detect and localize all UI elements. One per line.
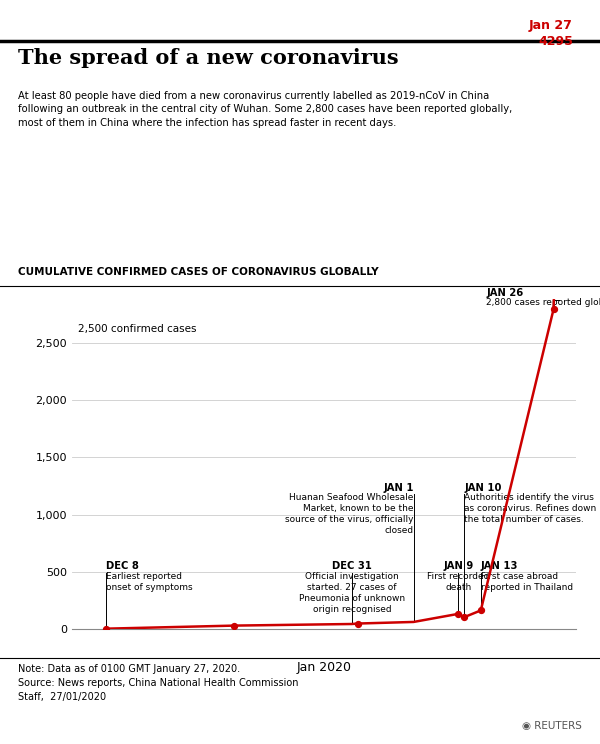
Text: DEC 31: DEC 31 — [332, 562, 372, 571]
Text: Official investigation
started. 27 cases of
Pneumonia of unknown
origin recognis: Official investigation started. 27 cases… — [299, 571, 405, 614]
Text: Note: Data as of 0100 GMT January 27, 2020.
Source: News reports, China National: Note: Data as of 0100 GMT January 27, 20… — [18, 664, 299, 702]
Point — [476, 604, 485, 616]
Text: Earliest reported
onset of symptoms: Earliest reported onset of symptoms — [106, 571, 192, 591]
Text: First recorded
death: First recorded death — [427, 571, 490, 591]
Text: 4295: 4295 — [538, 35, 573, 48]
Point — [353, 618, 362, 629]
Text: JAN 9: JAN 9 — [443, 562, 473, 571]
Text: JAN 13: JAN 13 — [481, 562, 518, 571]
Text: Huanan Seafood Wholesale
Market, known to be the
source of the virus, officially: Huanan Seafood Wholesale Market, known t… — [285, 493, 413, 535]
Text: JAN 26: JAN 26 — [487, 288, 524, 298]
Text: First case abroad
reported in Thailand: First case abroad reported in Thailand — [481, 571, 573, 591]
Text: 2,800 cases reported globally: 2,800 cases reported globally — [487, 298, 600, 307]
Text: JAN 1: JAN 1 — [383, 483, 413, 493]
Text: JAN 10: JAN 10 — [464, 483, 502, 493]
Text: DEC 8: DEC 8 — [106, 562, 139, 571]
Text: The spread of a new coronavirus: The spread of a new coronavirus — [18, 48, 398, 68]
Point — [454, 608, 463, 620]
Point — [101, 623, 110, 635]
Text: Jan 2020: Jan 2020 — [296, 661, 352, 673]
Text: Authorities identify the virus
as coronavirus. Refines down
the total number of : Authorities identify the virus as corona… — [464, 493, 596, 524]
Text: Jan 27: Jan 27 — [529, 19, 573, 31]
Point — [459, 612, 469, 623]
Point — [549, 303, 559, 315]
Point — [230, 620, 239, 632]
Text: CUMULATIVE CONFIRMED CASES OF CORONAVIRUS GLOBALLY: CUMULATIVE CONFIRMED CASES OF CORONAVIRU… — [18, 267, 379, 277]
Text: 2,500 confirmed cases: 2,500 confirmed cases — [77, 324, 196, 334]
Text: ◉ REUTERS: ◉ REUTERS — [522, 721, 582, 731]
Text: At least 80 people have died from a new coronavirus currently labelled as 2019-n: At least 80 people have died from a new … — [18, 91, 512, 128]
